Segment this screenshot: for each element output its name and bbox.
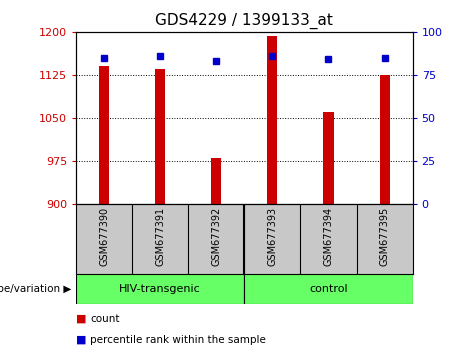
Text: percentile rank within the sample: percentile rank within the sample [90, 335, 266, 345]
Text: GSM677393: GSM677393 [267, 207, 278, 266]
Bar [211, 158, 221, 204]
Text: GSM677395: GSM677395 [379, 207, 390, 266]
Bar [324, 112, 333, 204]
Text: HIV-transgenic: HIV-transgenic [119, 284, 201, 295]
Text: GSM677391: GSM677391 [155, 207, 165, 266]
Bar [99, 66, 109, 204]
Text: GSM677392: GSM677392 [211, 207, 221, 266]
Text: genotype/variation ▶: genotype/variation ▶ [0, 284, 71, 295]
Text: count: count [90, 314, 119, 324]
Bar [244, 274, 413, 304]
Text: GSM677394: GSM677394 [324, 207, 333, 266]
Bar [379, 75, 390, 204]
Bar [76, 274, 244, 304]
Text: control: control [309, 284, 348, 295]
Text: ■: ■ [76, 335, 87, 345]
Text: ■: ■ [76, 314, 87, 324]
Bar [267, 36, 278, 204]
Text: GSM677390: GSM677390 [99, 207, 109, 266]
Title: GDS4229 / 1399133_at: GDS4229 / 1399133_at [155, 13, 333, 29]
Bar [155, 69, 165, 204]
